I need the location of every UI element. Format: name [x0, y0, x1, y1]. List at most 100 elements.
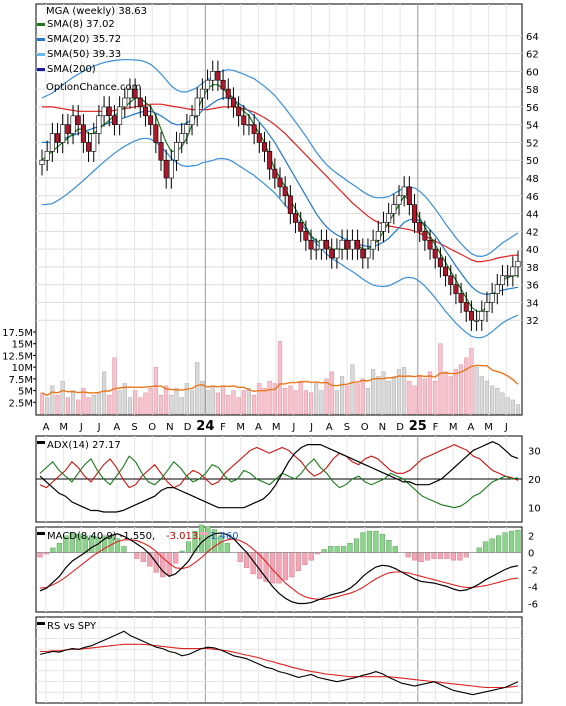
macd-histogram-bar [302, 552, 308, 565]
price-panel [33, 3, 523, 416]
candle-body [344, 239, 350, 250]
volume-bar [314, 383, 319, 415]
month-label: A [467, 422, 474, 433]
macd-tick-label: 0 [528, 549, 534, 560]
macd-tick-label: -6 [528, 600, 538, 611]
candle-body [60, 124, 66, 143]
macd-tick-label: -4 [528, 583, 538, 594]
macd-histogram-bar [308, 552, 314, 561]
price-tick-label: 44 [526, 210, 539, 221]
month-label: F [433, 422, 439, 433]
macd-histogram-bar [431, 552, 437, 559]
candle-body [189, 115, 195, 125]
macd-panel [35, 524, 523, 613]
volume-tick-label: 2.5M [8, 398, 33, 409]
macd-histogram-bar [444, 552, 450, 559]
month-label: O [148, 422, 156, 433]
volume-bar [81, 387, 86, 415]
volume-bar [252, 395, 257, 415]
month-label: A [43, 422, 50, 433]
macd-histogram-bar [412, 552, 418, 561]
volume-bar [133, 390, 138, 415]
volume-bar [500, 392, 505, 415]
volume-bar [189, 390, 195, 415]
macd-histogram-bar [121, 546, 127, 553]
volume-bar [143, 392, 148, 415]
macd-histogram-bar [457, 552, 463, 561]
volume-bar [257, 383, 262, 415]
volume-bar [107, 395, 112, 415]
legend-swatch [37, 23, 45, 26]
month-label: J [291, 422, 295, 433]
volume-bar [241, 390, 246, 415]
month-label: D [396, 422, 404, 433]
legend-swatch [37, 68, 45, 71]
macd-histogram-bar [392, 546, 398, 553]
macd-histogram-bar [50, 547, 56, 553]
volume-bar [474, 366, 479, 415]
candle-body [386, 213, 392, 223]
candle-body [494, 284, 500, 294]
price-tick-label: 48 [526, 174, 539, 185]
volume-bar [127, 397, 133, 415]
candle-body [127, 88, 133, 99]
volume-bar [469, 348, 474, 415]
candle-body [443, 266, 449, 277]
candle-body [70, 115, 76, 134]
rs-panel [35, 616, 523, 704]
candle-body [463, 302, 469, 312]
volume-bar [205, 390, 210, 415]
candle-body [236, 106, 242, 117]
candle-body [489, 293, 495, 303]
candle-body [370, 239, 376, 250]
candle-body [298, 222, 304, 232]
candle-body [380, 222, 386, 232]
month-label: M [236, 422, 245, 433]
candle-body [499, 275, 505, 285]
candle-body [251, 124, 257, 134]
candle-body [142, 106, 148, 117]
volume-bar [200, 380, 205, 415]
volume-bar [458, 364, 464, 415]
adx-line [39, 441, 519, 513]
macd-histogram-bar [450, 552, 456, 561]
volume-bar [293, 390, 298, 415]
volume-bar [490, 385, 495, 415]
macd-histogram-bar [295, 552, 301, 572]
volume-bar [122, 383, 127, 415]
candle-body [174, 142, 180, 161]
macd-histogram-bar [328, 546, 334, 553]
volume-bar [417, 376, 422, 415]
volume-bar [386, 380, 391, 415]
candle-body [65, 124, 71, 134]
volume-bar [184, 383, 189, 415]
candle-body [329, 248, 335, 259]
candle-body [303, 231, 309, 241]
volume-bar [448, 376, 453, 415]
candle-body [225, 88, 231, 99]
macd-histogram-bar [379, 533, 385, 553]
month-label: J [504, 422, 508, 433]
macd-histogram-bar [386, 540, 392, 553]
price-tick-label: 42 [526, 227, 539, 238]
adx-tick-label: 20 [528, 475, 541, 486]
macd-histogram-bar [353, 538, 360, 553]
macd-histogram-bar [37, 552, 43, 558]
macd-histogram-bar [373, 530, 379, 553]
macd-histogram-bar [496, 535, 502, 553]
macd-histogram-bar [424, 552, 431, 561]
macd-histogram-bar [405, 552, 411, 558]
macd-tick-label: 2 [528, 532, 534, 543]
candle-body [417, 222, 423, 232]
candle-body [401, 186, 407, 197]
volume-bar [76, 399, 81, 415]
candle-body [474, 319, 480, 322]
month-label: S [344, 422, 350, 433]
volume-bar [39, 392, 45, 415]
candle-body [49, 133, 55, 152]
volume-bar [91, 395, 96, 415]
macd-histogram-bar [237, 552, 243, 562]
candle-body [215, 71, 221, 81]
rs-average-line [40, 643, 519, 689]
